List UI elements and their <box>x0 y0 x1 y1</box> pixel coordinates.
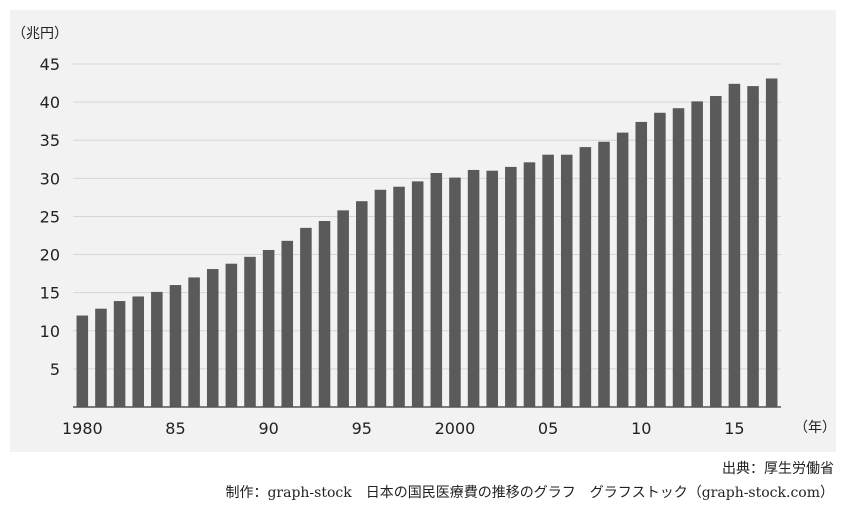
bar-2002 <box>486 170 498 407</box>
bar-1994 <box>337 210 349 407</box>
bar-2015 <box>728 83 741 407</box>
x-tick-label: 95 <box>352 419 372 438</box>
x-tick-labels: 1980 85 90 95 2000 05 10 15 <box>62 419 745 438</box>
bar-1997 <box>393 186 405 407</box>
bar-2012 <box>672 108 685 407</box>
y-tick-label: 40 <box>40 93 60 112</box>
bar-2003 <box>505 166 517 407</box>
bar-1982 <box>113 301 126 407</box>
y-tick-label: 20 <box>40 246 60 265</box>
x-tick-label: 90 <box>258 419 278 438</box>
x-tick-label: 15 <box>724 419 744 438</box>
x-tick-label: 05 <box>538 419 558 438</box>
x-tick-label: 1980 <box>62 419 103 438</box>
bar-2017 <box>765 78 778 407</box>
bar-2010 <box>635 121 648 407</box>
bar-2004 <box>523 162 536 407</box>
bar-2000 <box>449 177 461 407</box>
bar-2011 <box>654 112 666 407</box>
bar-2009 <box>616 132 629 407</box>
bar-1992 <box>300 227 312 407</box>
bar-1985 <box>169 285 182 407</box>
y-tick-label: 25 <box>40 207 60 226</box>
x-axis-unit-label: （年） <box>794 420 836 436</box>
y-tick-labels: 5 10 15 20 25 30 35 40 45 <box>40 55 60 379</box>
x-tick-label: 2000 <box>435 419 476 438</box>
bars <box>76 78 778 408</box>
bar-2007 <box>579 147 592 408</box>
bar-1989 <box>244 256 256 407</box>
y-axis-unit-label: （兆円） <box>12 26 68 42</box>
bar-1981 <box>95 308 107 407</box>
bar-2001 <box>467 169 480 407</box>
y-tick-label: 5 <box>50 360 60 379</box>
bar-1996 <box>374 189 387 407</box>
bar-1986 <box>188 277 200 407</box>
x-tick-label: 10 <box>631 419 651 438</box>
y-tick-label: 30 <box>40 169 60 188</box>
bar-1995 <box>356 201 368 407</box>
credit-note: 制作：graph-stock 日本の国民医療費の推移のグラフ グラフストック（g… <box>225 485 834 501</box>
bar-1983 <box>132 296 144 407</box>
bar-1984 <box>151 291 163 407</box>
bar-2005 <box>542 154 554 407</box>
bar-1987 <box>206 269 219 407</box>
y-tick-label: 15 <box>40 284 60 303</box>
chart-panel: （兆円） （年） 5 10 15 20 25 30 35 40 45 1980 85 90 95 200… <box>10 10 836 452</box>
bar-1988 <box>225 263 238 407</box>
bar-2014 <box>710 96 722 407</box>
bar-1993 <box>318 221 331 407</box>
y-tick-label: 45 <box>40 55 60 74</box>
bar-2006 <box>560 154 573 407</box>
bar-2016 <box>747 86 759 408</box>
x-tick-label: 85 <box>165 419 185 438</box>
bar-1990 <box>262 249 275 407</box>
y-tick-label: 35 <box>40 131 60 150</box>
y-tick-label: 10 <box>40 322 60 341</box>
bar-chart: （兆円） （年） 5 10 15 20 25 30 35 40 45 1980 85 90 95 200… <box>12 26 836 438</box>
bar-1999 <box>430 172 443 407</box>
bar-1980 <box>76 315 89 407</box>
bar-1998 <box>411 181 424 407</box>
bar-2008 <box>598 141 610 407</box>
bar-2013 <box>691 101 703 408</box>
source-note: 出典：厚生労働省 <box>722 461 834 477</box>
bar-1991 <box>281 240 294 407</box>
